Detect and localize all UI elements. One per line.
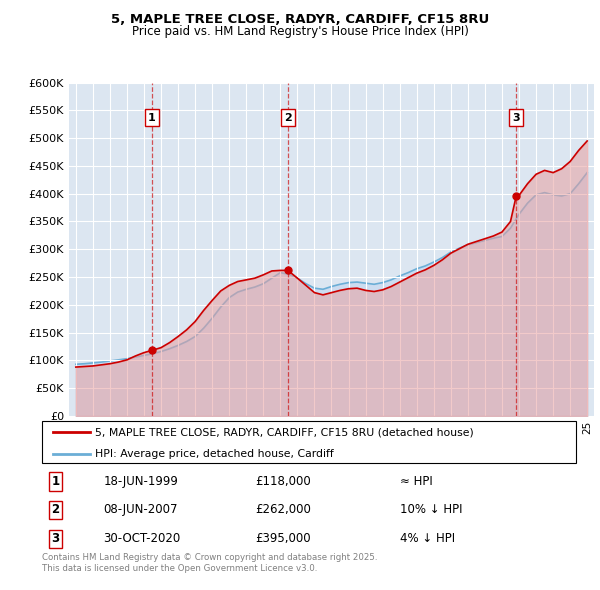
Text: £262,000: £262,000	[256, 503, 311, 516]
Text: 08-JUN-2007: 08-JUN-2007	[103, 503, 178, 516]
Text: 30-OCT-2020: 30-OCT-2020	[103, 532, 181, 545]
Text: 5, MAPLE TREE CLOSE, RADYR, CARDIFF, CF15 8RU: 5, MAPLE TREE CLOSE, RADYR, CARDIFF, CF1…	[111, 13, 489, 26]
FancyBboxPatch shape	[42, 421, 576, 463]
Text: 3: 3	[512, 113, 520, 123]
Text: 1: 1	[51, 475, 59, 488]
Text: HPI: Average price, detached house, Cardiff: HPI: Average price, detached house, Card…	[95, 449, 334, 459]
Text: 3: 3	[51, 532, 59, 545]
Text: 2: 2	[51, 503, 59, 516]
Text: 5, MAPLE TREE CLOSE, RADYR, CARDIFF, CF15 8RU (detached house): 5, MAPLE TREE CLOSE, RADYR, CARDIFF, CF1…	[95, 427, 474, 437]
Text: £395,000: £395,000	[256, 532, 311, 545]
Text: 2: 2	[284, 113, 292, 123]
Text: Contains HM Land Registry data © Crown copyright and database right 2025.
This d: Contains HM Land Registry data © Crown c…	[42, 553, 377, 573]
Text: 18-JUN-1999: 18-JUN-1999	[103, 475, 178, 488]
Text: 1: 1	[148, 113, 156, 123]
Text: £118,000: £118,000	[256, 475, 311, 488]
Text: Price paid vs. HM Land Registry's House Price Index (HPI): Price paid vs. HM Land Registry's House …	[131, 25, 469, 38]
Text: ≈ HPI: ≈ HPI	[400, 475, 433, 488]
Text: 10% ↓ HPI: 10% ↓ HPI	[400, 503, 462, 516]
Text: 4% ↓ HPI: 4% ↓ HPI	[400, 532, 455, 545]
